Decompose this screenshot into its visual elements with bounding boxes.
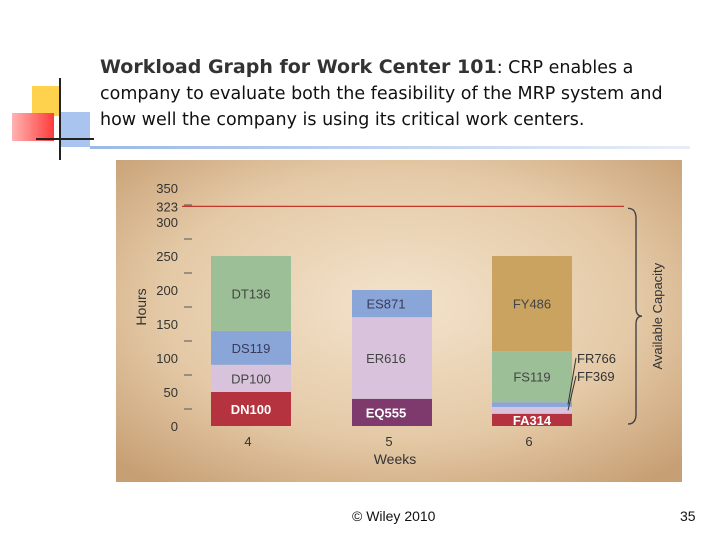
segment-label: FY486	[513, 297, 551, 312]
bar-segment	[492, 256, 572, 352]
x-tick-label: 4	[244, 434, 251, 449]
decor-horizontal-line	[36, 138, 94, 140]
title-colon: :	[496, 58, 503, 78]
ff-leader	[567, 375, 577, 411]
y-axis-label: Hours	[133, 288, 149, 325]
segment-label: DP100	[231, 371, 271, 386]
y-tick-label: 250	[156, 249, 178, 264]
segment-label: DS119	[232, 341, 271, 356]
y-tick-label: 150	[156, 317, 178, 332]
segment-label: ER616	[366, 351, 406, 366]
fr-leader	[567, 357, 577, 405]
outside-label-ff: FF369	[577, 369, 615, 384]
title-bold: Workload Graph for Work Center 101	[100, 56, 497, 78]
decor-blue-square	[60, 112, 90, 147]
workload-chart: 0 50 100 150 200 250 300 323 350 Hours DN100 DP100 D…	[116, 160, 682, 482]
bar-segment	[492, 402, 572, 407]
decor-underline	[90, 146, 690, 149]
decor-vertical-line	[59, 78, 61, 160]
bar-segment	[352, 290, 432, 318]
decor-red-square	[12, 113, 54, 141]
x-axis-label: Weeks	[374, 451, 417, 467]
bar-segment	[211, 330, 291, 365]
footer-copyright: © Wiley 2010	[352, 508, 436, 524]
y-tick-label: 100	[156, 351, 178, 366]
capacity-label: Available Capacity	[650, 262, 665, 369]
outside-label-fr: FR766	[577, 351, 616, 366]
segment-label: FS119	[513, 370, 550, 385]
bar-segment	[352, 398, 432, 426]
y-tick-label: 323	[156, 199, 178, 214]
segment-label: EQ555	[366, 405, 406, 420]
bar-segment	[211, 256, 291, 331]
y-tick-label: 0	[171, 419, 178, 434]
y-tick-label: 50	[164, 385, 178, 400]
bar-segment	[492, 351, 572, 403]
y-tick-label: 200	[156, 283, 178, 298]
bar-segment	[211, 392, 291, 426]
slide-title: Workload Graph for Work Center 101: CRP …	[100, 54, 700, 133]
x-tick-label: 6	[525, 434, 532, 449]
y-tick-label: 300	[156, 215, 178, 230]
bar-segment	[352, 317, 432, 399]
segment-label: FA314	[513, 413, 552, 428]
bar-segment	[492, 413, 572, 426]
page-number: 35	[680, 508, 696, 524]
bar-segment	[211, 364, 291, 392]
segment-label: DT136	[231, 286, 270, 301]
segment-label: DN100	[231, 402, 271, 417]
bar-segment	[492, 406, 572, 414]
capacity-brace	[627, 207, 643, 425]
x-tick-label: 5	[385, 434, 392, 449]
y-tick-label: 350	[156, 181, 178, 196]
segment-label: ES871	[366, 297, 405, 312]
decor-yellow-square	[32, 86, 60, 116]
title-text: CRP enables a company to evaluate both t…	[100, 58, 663, 130]
